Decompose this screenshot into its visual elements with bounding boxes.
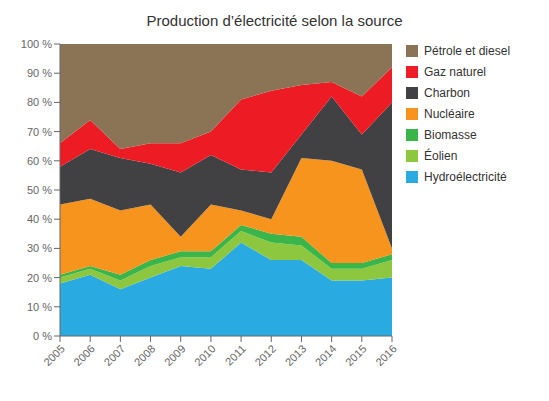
svg-text:100 %: 100 % — [21, 38, 52, 50]
svg-text:70 %: 70 % — [27, 126, 52, 138]
svg-text:0 %: 0 % — [33, 330, 52, 342]
svg-text:2012: 2012 — [252, 342, 278, 368]
svg-text:2011: 2011 — [223, 342, 248, 367]
html-text:Biomasse: Biomasse — [424, 128, 477, 142]
svg-text:90 %: 90 % — [27, 67, 52, 79]
svg-text:40 %: 40 % — [27, 213, 52, 225]
svg-text:10 %: 10 % — [27, 301, 52, 313]
html-text:Nucléaire: Nucléaire — [424, 107, 475, 121]
html-text:Pétrole et diesel: Pétrole et diesel — [424, 44, 511, 58]
html-text:Éolien: Éolien — [424, 149, 458, 163]
svg-text:2014: 2014 — [313, 342, 339, 368]
html-text:Charbon: Charbon — [424, 86, 470, 100]
html-text:Hydroélectricité: Hydroélectricité — [424, 170, 507, 184]
html-text:Gaz naturel: Gaz naturel — [424, 65, 486, 79]
svg-text:80 %: 80 % — [27, 96, 52, 108]
svg-text:2009: 2009 — [162, 342, 188, 368]
svg-text:2016: 2016 — [373, 342, 399, 368]
svg-text:20 %: 20 % — [27, 272, 52, 284]
svg-text:2010: 2010 — [192, 342, 218, 368]
svg-text:60 %: 60 % — [27, 155, 52, 167]
svg-text:2006: 2006 — [71, 342, 97, 368]
svg-text:50 %: 50 % — [27, 184, 52, 196]
html-text:Production d’électricité selon: Production d’électricité selon la source — [146, 12, 403, 29]
svg-text:30 %: 30 % — [27, 242, 52, 254]
svg-text:2005: 2005 — [41, 342, 67, 368]
svg-text:2008: 2008 — [132, 342, 158, 368]
svg-text:2015: 2015 — [343, 342, 369, 368]
svg-text:2013: 2013 — [283, 342, 309, 368]
svg-text:2007: 2007 — [102, 342, 128, 368]
